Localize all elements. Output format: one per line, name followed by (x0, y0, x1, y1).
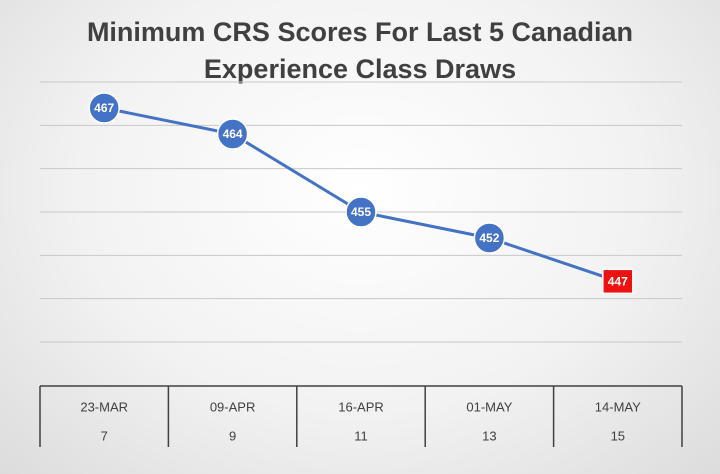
x-subtick-label: 15 (611, 428, 625, 443)
x-tick-label: 16-APR (338, 399, 384, 414)
data-point (216, 118, 249, 150)
x-tick-label: 09-APR (210, 399, 256, 414)
x-subtick-label: 9 (229, 428, 236, 443)
data-label: 455 (351, 205, 371, 219)
x-subtick-label: 11 (354, 428, 368, 443)
data-label: 464 (223, 127, 243, 141)
data-label: 452 (479, 231, 499, 245)
data-point (345, 196, 377, 228)
chart-title: Minimum CRS Scores For Last 5 Canadian E… (86, 17, 634, 84)
x-subtick-label: 13 (482, 428, 496, 443)
data-point (473, 222, 506, 254)
x-tick-label: 23-MAR (80, 399, 128, 414)
data-point (88, 92, 120, 124)
data-point (602, 268, 634, 295)
data-label: 467 (94, 101, 114, 115)
x-subtick-label: 7 (101, 428, 108, 443)
x-tick-label: 01-MAY (466, 399, 512, 414)
data-label: 447 (608, 275, 628, 289)
x-tick-label: 14-MAY (595, 399, 641, 414)
